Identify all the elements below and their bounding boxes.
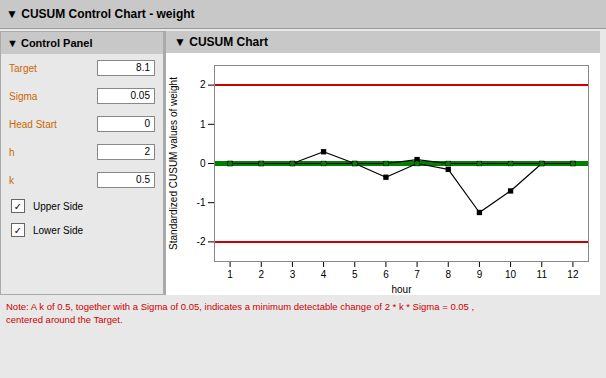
html-text:h: h — [9, 146, 15, 158]
html-text:k: k — [9, 174, 14, 186]
html-text:Sigma: Sigma — [9, 90, 38, 102]
html-text:Note: A k of 0.5, together wit: Note: A k of 0.5, together with a Sigma … — [6, 301, 475, 325]
html-text:0.5: 0.5 — [136, 174, 150, 185]
svg-text:0: 0 — [200, 158, 206, 169]
html-text:2: 2 — [144, 146, 150, 157]
svg-text:12: 12 — [567, 269, 579, 280]
html-text:Lower Side: Lower Side — [33, 224, 83, 236]
html-text:8.1: 8.1 — [136, 62, 150, 73]
svg-text:1: 1 — [200, 119, 206, 130]
svg-text:11: 11 — [537, 269, 548, 280]
svg-text:10: 10 — [505, 269, 517, 280]
html-text:Target: Target — [9, 62, 37, 74]
html-text:0: 0 — [144, 118, 150, 129]
html-text:▼ CUSUM Control Chart - weight: ▼ CUSUM Control Chart - weight — [6, 7, 195, 21]
svg-text:3: 3 — [290, 269, 296, 280]
svg-text:7: 7 — [414, 269, 420, 280]
svg-text:-2: -2 — [197, 236, 206, 247]
svg-text:4: 4 — [321, 269, 327, 280]
svg-text:2: 2 — [200, 79, 206, 90]
svg-text:6: 6 — [383, 269, 389, 280]
svg-text:2: 2 — [258, 269, 264, 280]
svg-text:hour: hour — [391, 284, 412, 295]
html-text:Upper Side: Upper Side — [33, 200, 83, 212]
svg-text:8: 8 — [445, 269, 451, 280]
svg-text:5: 5 — [352, 269, 358, 280]
html-text:0.05: 0.05 — [130, 90, 150, 101]
svg-text:-1: -1 — [197, 197, 206, 208]
html-text:▼ Control Panel: ▼ Control Panel — [7, 37, 93, 49]
html-text:▼ CUSUM Chart: ▼ CUSUM Chart — [174, 35, 268, 49]
svg-text:9: 9 — [477, 269, 483, 280]
svg-text:Standardized CUSUM values of w: Standardized CUSUM values of weight — [168, 77, 179, 250]
html-text:Head Start: Head Start — [9, 118, 57, 130]
svg-text:1: 1 — [227, 269, 233, 280]
